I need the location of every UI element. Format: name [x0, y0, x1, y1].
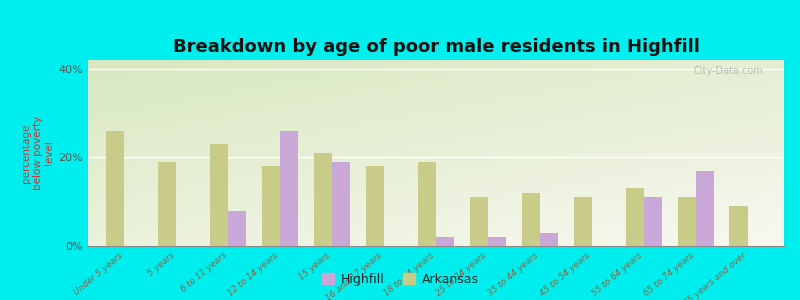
Bar: [366, 166, 384, 246]
Legend: Highfill, Arkansas: Highfill, Arkansas: [317, 268, 483, 291]
Bar: [280, 131, 298, 246]
Bar: [540, 233, 558, 246]
Bar: [436, 237, 454, 246]
Bar: [262, 166, 280, 246]
Bar: [730, 206, 748, 246]
Bar: [314, 153, 332, 246]
Bar: [418, 162, 436, 246]
Bar: [522, 193, 540, 246]
Bar: [210, 144, 228, 246]
Bar: [696, 171, 714, 246]
Bar: [678, 197, 696, 246]
Bar: [106, 131, 124, 246]
Bar: [644, 197, 662, 246]
Bar: [574, 197, 592, 246]
Text: City-Data.com: City-Data.com: [694, 66, 763, 76]
Bar: [228, 211, 246, 246]
Bar: [626, 188, 644, 246]
Bar: [488, 237, 506, 246]
Y-axis label: percentage
below poverty
level: percentage below poverty level: [21, 116, 54, 190]
Bar: [332, 162, 350, 246]
Bar: [470, 197, 488, 246]
Title: Breakdown by age of poor male residents in Highfill: Breakdown by age of poor male residents …: [173, 38, 699, 56]
Bar: [158, 162, 176, 246]
